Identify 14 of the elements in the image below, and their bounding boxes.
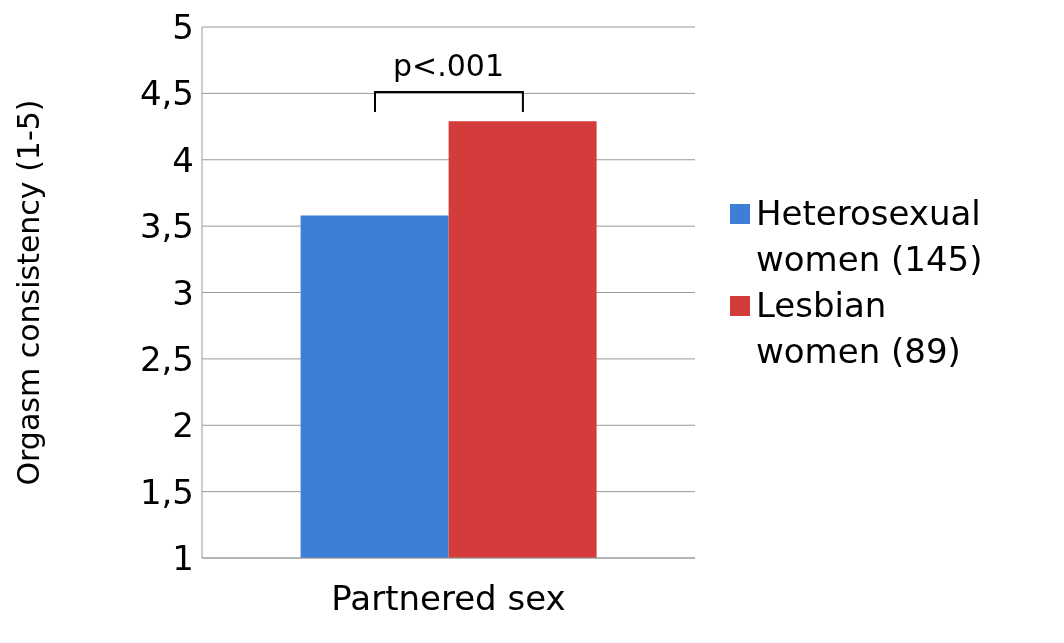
y-tick-label: 3 <box>172 272 194 313</box>
y-tick-label: 2,5 <box>139 338 194 379</box>
legend-label: Lesbian women (89) <box>756 284 962 373</box>
y-tick-label: 1 <box>172 538 194 579</box>
y-tick-label: 5 <box>172 7 194 48</box>
legend-label: Heterosexual women (145) <box>756 192 984 281</box>
y-axis-title: Orgasm consistency (1-5) <box>10 99 46 486</box>
y-tick-label: 3,5 <box>139 206 194 247</box>
y-tick-label: 4,5 <box>139 73 194 114</box>
y-tick-label: 2 <box>172 405 194 446</box>
x-tick-label: Partnered sex <box>331 578 566 619</box>
y-tick-label: 1,5 <box>139 471 194 512</box>
annotation: p<.001 <box>392 48 505 83</box>
y-tick-label: 4 <box>172 139 194 180</box>
